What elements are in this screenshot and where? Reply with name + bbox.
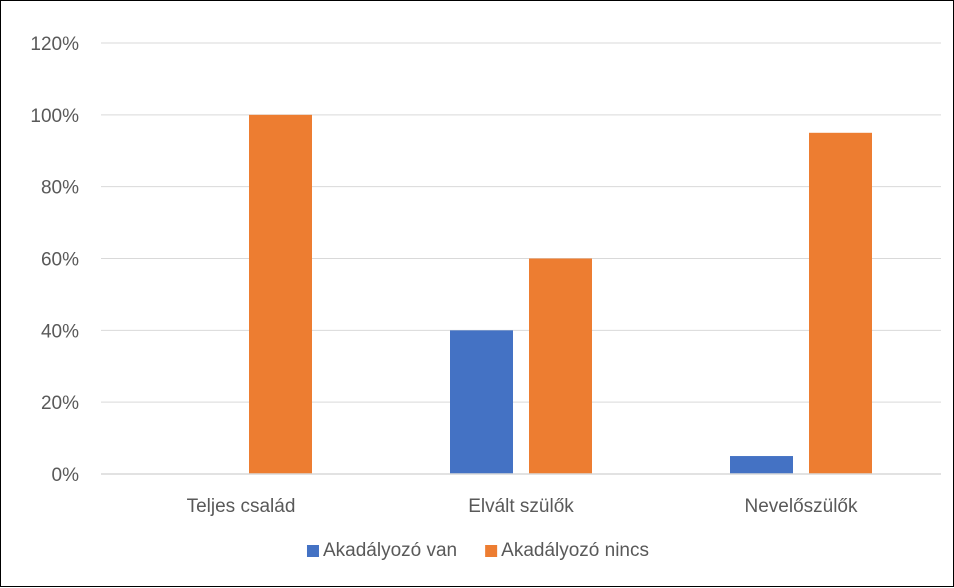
bar-akadályozó-nincs-2: [809, 132, 872, 474]
y-tick-label: 60%: [41, 250, 79, 271]
bars: [249, 114, 872, 474]
legend-label: Akadályozó van: [323, 540, 457, 561]
y-tick-label: 0%: [52, 465, 80, 486]
x-axis-category-labels: Teljes család Elvált szülők Nevelőszülők: [187, 496, 858, 517]
legend-label: Akadályozó nincs: [501, 540, 649, 561]
y-axis-tick-labels: 0% 20% 40% 60% 80% 100% 120%: [30, 34, 79, 486]
legend: Akadályozó van Akadályozó nincs: [306, 540, 649, 561]
bar-akadályozó-van-1: [450, 330, 513, 474]
y-tick-label: 20%: [41, 393, 79, 414]
y-tick-label: 80%: [41, 178, 79, 199]
legend-item: Akadályozó nincs: [485, 540, 649, 561]
legend-item: Akadályozó van: [306, 540, 457, 561]
gridlines: [101, 42, 941, 403]
x-category-label: Elvált szülők: [468, 496, 574, 517]
y-tick-label: 40%: [41, 321, 79, 342]
bar-akadályozó-nincs-0: [249, 114, 312, 474]
x-category-label: Nevelőszülők: [745, 496, 858, 517]
legend-swatch: [306, 545, 319, 557]
bar-akadályozó-nincs-1: [529, 258, 592, 474]
y-tick-label: 120%: [30, 34, 79, 55]
y-tick-label: 100%: [30, 106, 79, 127]
x-category-label: Teljes család: [187, 496, 296, 517]
bar-akadályozó-van-2: [730, 456, 793, 474]
legend-swatch: [485, 545, 498, 557]
